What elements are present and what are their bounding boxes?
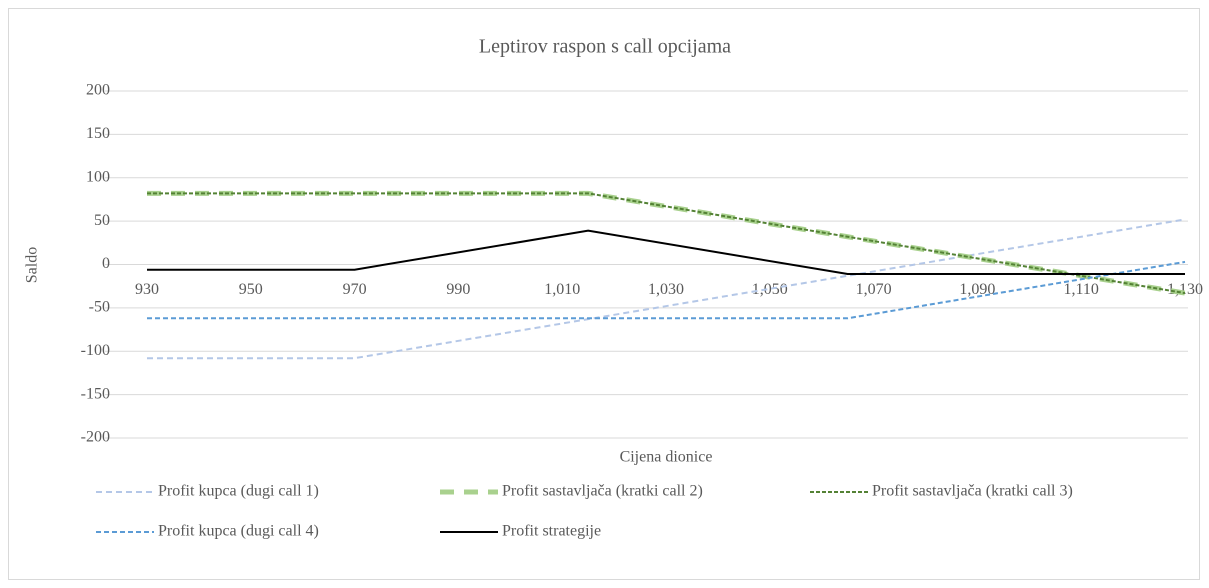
legend-label: Profit kupca (dugi call 1): [158, 483, 319, 500]
x-tick-label: 1,090: [959, 281, 995, 298]
x-tick-label: 1,070: [856, 281, 892, 298]
x-axis-title: Cijena dionice: [620, 449, 713, 466]
legend-label: Profit sastavljača (kratki call 3): [872, 483, 1073, 500]
series-line: [147, 192, 1186, 295]
y-tick-label: -200: [81, 429, 110, 446]
x-tick-label: 1,030: [648, 281, 684, 298]
legend-label: Profit kupca (dugi call 4): [158, 523, 319, 540]
y-tick-label: -150: [81, 385, 110, 402]
y-axis-title: Saldo: [24, 247, 41, 283]
chart-title: Leptirov raspon s call opcijama: [479, 36, 731, 58]
x-tick-label: 970: [343, 281, 367, 298]
y-tick-label: 0: [102, 255, 110, 272]
y-tick-label: 200: [86, 82, 110, 99]
y-tick-label: -100: [81, 342, 110, 359]
series-line: [147, 260, 1186, 320]
legend-label: Profit strategije: [502, 523, 601, 540]
y-tick-label: -50: [89, 299, 110, 316]
x-tick-label: 950: [239, 281, 263, 298]
x-tick-label: 1,110: [1063, 281, 1098, 298]
x-tick-label: 1,050: [752, 281, 788, 298]
y-tick-label: 150: [86, 125, 110, 142]
series-line: [147, 229, 1185, 276]
x-tick-label: 990: [446, 281, 470, 298]
x-tick-label: 930: [135, 281, 159, 298]
x-tick-label: 1,010: [544, 281, 580, 298]
legend-label: Profit sastavljača (kratki call 2): [502, 483, 703, 500]
chart-frame: [8, 8, 1200, 580]
y-tick-label: 50: [94, 212, 110, 229]
y-tick-label: 100: [86, 168, 110, 185]
